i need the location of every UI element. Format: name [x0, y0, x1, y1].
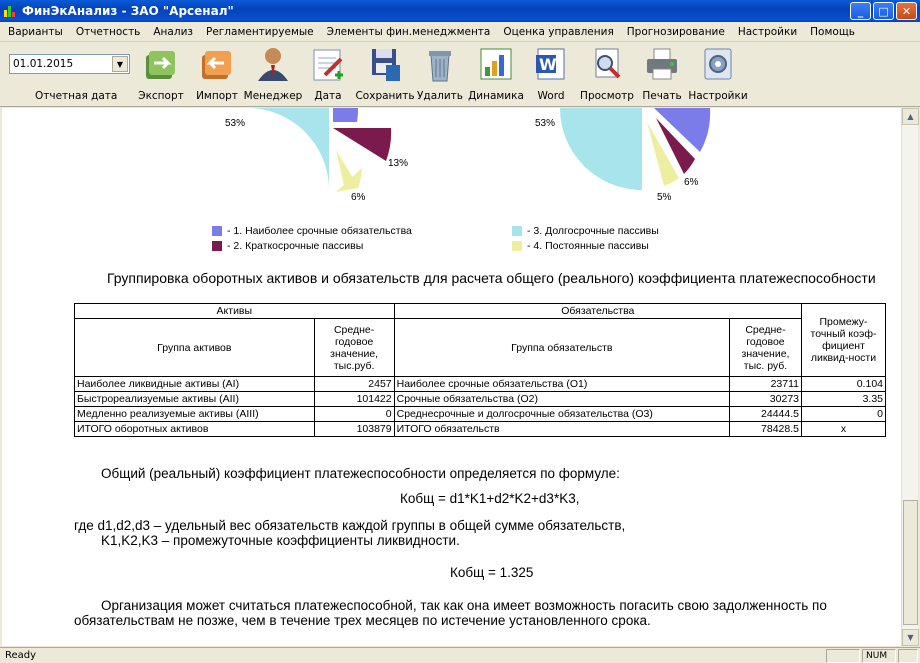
toolbar: 01.01.2015 ▼ Отчетная дата Экспорт Импор… — [0, 43, 920, 107]
scroll-up-icon[interactable]: ▲ — [902, 108, 919, 125]
maximize-button[interactable]: □ — [873, 2, 894, 20]
pie1-detail — [336, 150, 358, 190]
pie-chart-2 — [560, 108, 711, 190]
pie2-pct-5: 5% — [657, 192, 672, 203]
legend-swatch-4 — [512, 241, 522, 251]
export-icon — [142, 45, 180, 83]
pie2-pct-53: 53% — [535, 118, 556, 129]
legend-item-1: - 1. Наиболее срочные обязательства — [212, 225, 412, 237]
pie1-slice-2 — [333, 128, 392, 161]
pie1-slice-1 — [333, 108, 359, 122]
menu-variants[interactable]: Варианты — [8, 25, 63, 38]
dynamics-button[interactable]: Динамика — [466, 45, 526, 105]
grouping-table: Активы Обязательства Промежу-точный коэф… — [74, 303, 886, 437]
manager-button[interactable]: Менеджер — [243, 45, 303, 105]
pie1-slice-4 — [250, 108, 329, 188]
pie1-pct-53: 53% — [225, 118, 246, 129]
report-date-label: Отчетная дата — [35, 90, 118, 102]
status-cell-empty-2 — [898, 649, 918, 663]
header-liab-group: Группа обязательств — [393, 318, 731, 377]
pie2-slice-2 — [656, 118, 695, 174]
import-icon — [198, 45, 236, 83]
conclusion-line-2: обязательствам не позже, чем в течение т… — [74, 613, 651, 628]
legend-item-3: - 3. Долгосрочные пассивы — [512, 225, 659, 237]
word-icon: W — [532, 45, 570, 83]
legend-swatch-3 — [512, 226, 522, 236]
window-title: ФинЭкАнализ - ЗАО "Арсенал" — [22, 4, 234, 18]
delete-button[interactable]: Удалить — [410, 45, 470, 105]
legend-item-4: - 4. Постоянные пассивы — [512, 240, 649, 252]
header-ratio: Промежу-точный коэф-фициент ликвид-ности — [801, 303, 886, 377]
report-document: 53% 13% 6% 53% 6% 5% - 1. Наиболее срочн… — [2, 108, 901, 646]
header-liab-avg: Средне-годовое значение, тыс. руб. — [729, 318, 802, 377]
menu-bar: Варианты Отчетность Анализ Регламентируе… — [0, 22, 920, 42]
header-assets: Активы — [74, 303, 395, 319]
pie1-pct-6: 6% — [351, 192, 366, 203]
save-icon — [366, 45, 404, 83]
formula-explanation-k: K1,K2,K3 – промежуточные коэффициенты ли… — [101, 533, 460, 548]
status-cell-empty — [826, 649, 860, 663]
formula-intro: Общий (реальный) коэффициент платежеспос… — [101, 466, 620, 481]
formula-explanation-d: где d1,d2,d3 – удельный вес обязательств… — [74, 518, 626, 533]
legend-swatch-1 — [212, 226, 222, 236]
formula: Кобщ = d1*K1+d2*K2+d3*K3, — [400, 491, 580, 506]
scroll-down-icon[interactable]: ▼ — [902, 629, 919, 646]
chevron-down-icon[interactable]: ▼ — [112, 56, 128, 72]
pie1-slice-6pct — [336, 150, 358, 190]
header-asset-group: Группа активов — [74, 318, 315, 377]
close-button[interactable]: ✕ — [896, 2, 917, 20]
delete-icon — [421, 45, 459, 83]
svg-text:W: W — [539, 55, 557, 74]
date-button[interactable]: Дата — [298, 45, 358, 105]
dynamics-icon — [477, 45, 515, 83]
menu-help[interactable]: Помощь — [810, 25, 855, 38]
title-bar: ФинЭкАнализ - ЗАО "Арсенал" _ □ ✕ — [0, 0, 920, 22]
menu-analysis[interactable]: Анализ — [153, 25, 193, 38]
settings-icon — [699, 45, 737, 83]
import-button[interactable]: Импорт — [187, 45, 247, 105]
report-date-value: 01.01.2015 — [13, 58, 74, 70]
status-bar: Ready NUM — [0, 647, 920, 663]
vertical-scrollbar[interactable]: ▲ ▼ — [901, 108, 919, 646]
table-row: Медленно реализуемые активы (AIII) 0 Сре… — [74, 406, 886, 422]
conclusion-line-1: Организация может считаться платежеспосо… — [101, 598, 827, 613]
header-asset-avg: Средне-годовое значение, тыс.руб. — [313, 318, 395, 377]
table-row: Наиболее ликвидные активы (AI) 2457 Наиб… — [74, 376, 886, 392]
legend-swatch-2 — [212, 241, 222, 251]
pie1-pct-13: 13% — [388, 158, 409, 169]
preview-icon — [588, 45, 626, 83]
app-icon — [4, 4, 18, 18]
save-button[interactable]: Сохранить — [355, 45, 415, 105]
print-icon — [643, 45, 681, 83]
word-button[interactable]: W Word — [521, 45, 581, 105]
status-text: Ready — [5, 650, 37, 661]
manager-icon — [254, 45, 292, 83]
table-row: Быстрореализуемые активы (AII) 101422 Ср… — [74, 391, 886, 407]
pie2-slice-1 — [654, 108, 711, 152]
pie2-pct-6: 6% — [684, 177, 699, 188]
report-date-select[interactable]: 01.01.2015 ▼ — [9, 54, 130, 74]
menu-fin-management[interactable]: Элементы фин.менеджмента — [326, 25, 491, 38]
minimize-button[interactable]: _ — [850, 2, 871, 20]
menu-regulated[interactable]: Регламентируемые — [205, 25, 314, 38]
table-row: ИТОГО оборотных активов 103879 ИТОГО обя… — [74, 421, 886, 437]
section-heading: Группировка оборотных активов и обязател… — [107, 270, 876, 286]
header-liabilities: Обязательства — [393, 303, 803, 319]
ratio-result: Кобщ = 1.325 — [450, 565, 534, 580]
scroll-thumb[interactable] — [903, 500, 918, 625]
export-button[interactable]: Экспорт — [131, 45, 191, 105]
print-button[interactable]: Печать — [632, 45, 692, 105]
settings-button[interactable]: Настройки — [688, 45, 748, 105]
menu-management-rating[interactable]: Оценка управления — [503, 25, 614, 38]
preview-button[interactable]: Просмотр — [577, 45, 637, 105]
menu-settings[interactable]: Настройки — [737, 25, 798, 38]
menu-forecasting[interactable]: Прогнозирование — [626, 25, 725, 38]
legend-item-2: - 2. Краткосрочные пассивы — [212, 240, 363, 252]
date-icon — [309, 45, 347, 83]
num-lock-indicator: NUM — [862, 649, 896, 663]
pie2-slice-4 — [560, 108, 642, 190]
menu-reports[interactable]: Отчетность — [75, 25, 141, 38]
pie2-slice-3 — [647, 122, 679, 186]
